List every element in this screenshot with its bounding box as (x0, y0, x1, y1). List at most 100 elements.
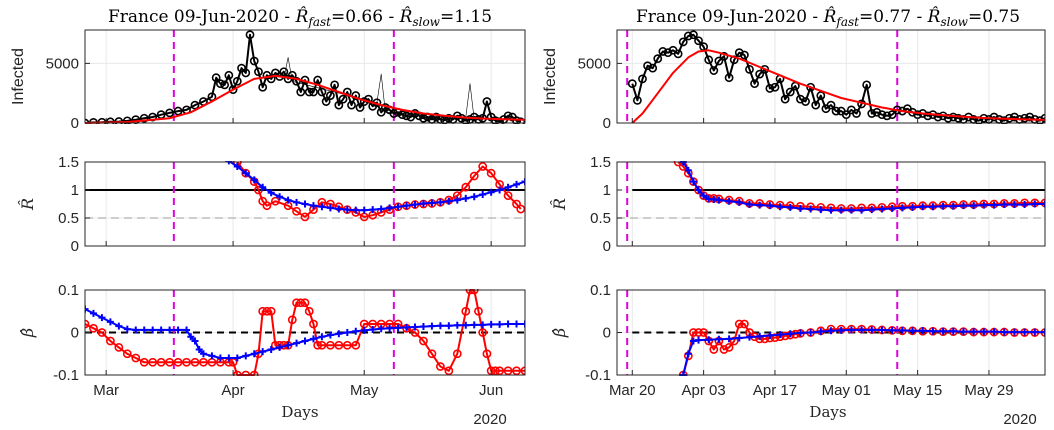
right-beta-hat-data-point (734, 319, 744, 329)
right-r-hat-data-point (847, 206, 855, 214)
right-beta-hat-data-point (837, 326, 845, 334)
left-beta-hat-data-point (258, 306, 268, 316)
right-infected-axes-box (616, 29, 1046, 124)
left-beta-hat-ytick-label: -0.1 (53, 367, 79, 384)
left-r-hat-data-point (478, 162, 488, 171)
left-beta-hat-data-point (435, 362, 445, 371)
right-r-hat-data-point (684, 166, 692, 174)
left-r-hat-series-group (225, 161, 525, 222)
right-infected-data-point (806, 82, 816, 92)
left-x-year-label: 2020 (473, 411, 506, 428)
left-beta-hat-y-axis-label: β̂ (18, 328, 37, 338)
right-beta-hat-data-point (725, 335, 733, 343)
left-beta-hat-data-point (250, 350, 258, 358)
left-r-hat-ytick-label: 0 (71, 238, 79, 255)
left-beta-hat-data-point (453, 321, 461, 329)
right-beta-hat-ytick-label: -0.1 (585, 367, 611, 384)
right-r-hat-data-point (909, 203, 917, 211)
right-r-hat-data-point (949, 202, 957, 210)
left-beta-hat-data-point (242, 352, 250, 360)
left-beta-hat-data-point (325, 340, 335, 350)
right-infected-data-point (750, 79, 759, 89)
right-infected-series-group (627, 30, 1045, 124)
right-beta-hat-data-point (724, 342, 734, 352)
right-title-rhat-slow: R̂ (927, 7, 941, 27)
right-beta-hat-data-point (689, 328, 698, 337)
right-title-slow-label: slow (940, 15, 968, 29)
left-beta-hat-data-point (479, 321, 487, 329)
left-title-sep: - (383, 7, 400, 27)
left-beta-hat-data-point (369, 326, 377, 334)
left-infected-data-point (338, 94, 348, 104)
left-beta-hat-data-point (478, 328, 488, 337)
right-beta-hat-data-point (980, 328, 988, 336)
left-beta-hat-data-point (174, 326, 182, 334)
left-title-fast-value: =0.66 (331, 7, 383, 27)
left-r-hat-data-point (284, 196, 292, 204)
left-beta-hat-data-point (259, 348, 267, 356)
left-beta-hat-data-point (195, 346, 203, 353)
right-beta-hat-data-point (949, 327, 957, 335)
left-beta-hat-data-point (482, 349, 492, 359)
left-r-hat-data-point (487, 188, 495, 196)
right-beta-hat-data-point (776, 331, 784, 339)
right-infected-data-point (953, 113, 963, 123)
left-beta-hat-data-point (487, 320, 495, 328)
left-beta-hat-data-point (106, 318, 114, 326)
right-r-hat-data-point (796, 204, 804, 212)
left-beta-hat-data-point (462, 321, 470, 329)
left-title-slow-value: =1.15 (440, 7, 492, 27)
right-infected-data-point (923, 111, 933, 121)
right-infected-data-point (1040, 113, 1045, 123)
right-r-hat-data-point (1041, 200, 1045, 208)
left-beta-hat-data-point (445, 322, 453, 330)
right-r-hat-data-point (689, 177, 698, 186)
left-beta-hat-data-point (427, 349, 437, 359)
left-beta-hat-data-point (352, 327, 360, 335)
left-r-hat-data-point (394, 203, 402, 211)
right-beta-hat-data-point (705, 336, 713, 344)
left-r-hat-data-point (503, 191, 513, 200)
left-r-hat-data-point (270, 196, 280, 206)
left-r-hat-data-point (521, 178, 525, 186)
left-beta-hat-data-point (470, 321, 478, 329)
right-beta-hat-data-point (868, 326, 876, 334)
left-r-hat-data-point (496, 186, 504, 194)
right-infected-data-point (796, 94, 805, 104)
left-infected-data-point (266, 74, 276, 84)
right-beta-hat-xtick-label: May 15 (893, 382, 942, 399)
right-infected-data-point (658, 47, 668, 56)
left-beta-hat-data-point (97, 328, 107, 337)
left-infected-data-point (325, 91, 335, 100)
left-beta-hat-data-point (309, 335, 317, 343)
left-beta-hat-data-point (474, 306, 483, 316)
left-beta-hat-subplot: -0.1 0 0.1 β̂ Mar Apr May Jun (18, 282, 526, 399)
left-beta-hat-data-point (199, 357, 208, 367)
left-beta-hat-data-point (139, 357, 149, 367)
right-r-hat-data-point (817, 206, 825, 214)
left-r-hat-data-point (479, 190, 487, 198)
right-r-hat-data-point (1010, 201, 1018, 209)
right-beta-hat-data-point (684, 350, 692, 358)
right-infected-data-point (943, 113, 953, 123)
left-beta-hat-data-point (490, 366, 500, 376)
right-infected-data-point (882, 111, 892, 121)
left-title-rhat-fast: R̂ (295, 7, 309, 27)
right-beta-hat-data-point (959, 328, 967, 336)
right-infected-data-point (785, 87, 795, 97)
left-beta-hat-data-point (115, 322, 123, 330)
right-beta-hat-data-point (729, 336, 739, 346)
left-r-hat-data-point (469, 171, 479, 181)
left-beta-hat-data-point (89, 323, 98, 333)
left-beta-hat-data-point (304, 306, 314, 316)
left-r-hat-ytick-label: 1.5 (58, 154, 79, 171)
right-beta-hat-data-point (939, 327, 947, 335)
left-beta-hat-data-point (149, 326, 157, 334)
right-infected-subplot: 0 5000 Infected (542, 29, 1046, 132)
left-infected-data-point (330, 80, 340, 90)
left-title-fast-label: fast (307, 15, 331, 29)
left-beta-hat-data-point (309, 319, 318, 329)
left-infected-data-point (397, 110, 407, 120)
right-r-hat-data-point (888, 204, 896, 212)
left-infected-data-point (482, 97, 492, 106)
